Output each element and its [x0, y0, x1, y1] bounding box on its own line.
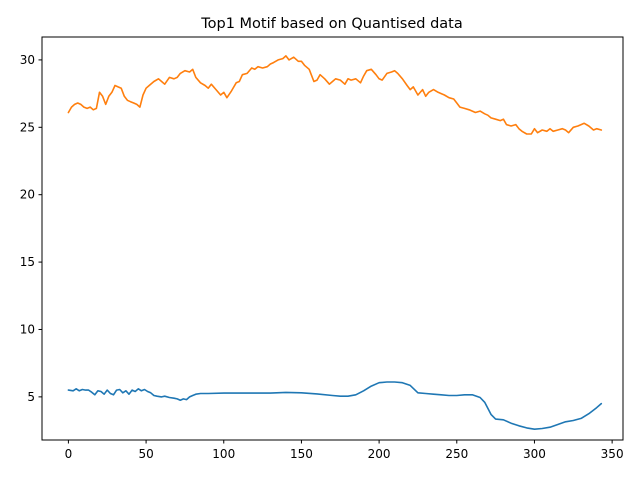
x-tick-label: 300	[523, 447, 546, 461]
y-tick-label: 20	[20, 188, 35, 202]
series-layer	[67, 55, 603, 430]
x-tick-label: 100	[212, 447, 235, 461]
x-tick-label: 0	[65, 447, 73, 461]
y-tick-label: 30	[20, 53, 35, 67]
y-axis: 5 10 15 20 25 30	[20, 53, 42, 404]
x-tick-label: 250	[445, 447, 468, 461]
series-line-1	[67, 381, 603, 430]
x-axis: 0 50 100 150 200 250 300 350	[65, 440, 624, 461]
x-tick-label: 50	[138, 447, 153, 461]
x-tick-label: 150	[290, 447, 313, 461]
series-line-2	[67, 55, 603, 135]
y-tick-label: 25	[20, 120, 35, 134]
plot-frame	[41, 36, 624, 441]
y-tick-label: 15	[20, 255, 35, 269]
x-tick-label: 350	[601, 447, 624, 461]
y-tick-label: 5	[27, 390, 35, 404]
x-tick-label: 200	[368, 447, 391, 461]
y-tick-label: 10	[20, 322, 35, 336]
chart-title: Top1 Motif based on Quantised data	[200, 16, 463, 32]
